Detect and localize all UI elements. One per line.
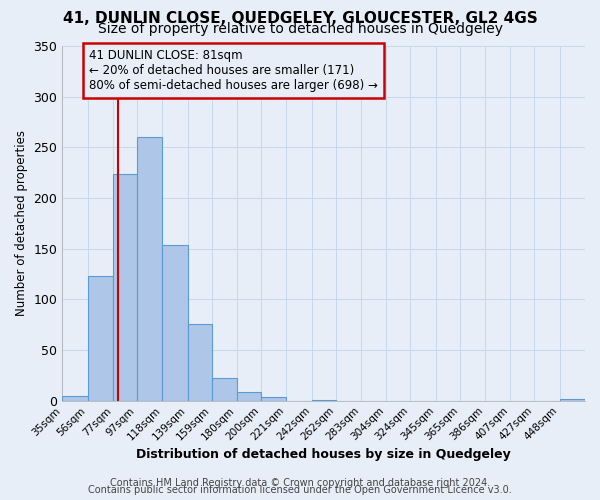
Bar <box>237 392 261 400</box>
Bar <box>560 398 585 400</box>
Bar <box>188 324 212 400</box>
Bar <box>137 137 162 400</box>
Bar <box>62 396 88 400</box>
Bar <box>113 174 137 400</box>
Text: Contains HM Land Registry data © Crown copyright and database right 2024.: Contains HM Land Registry data © Crown c… <box>110 478 490 488</box>
Text: Contains public sector information licensed under the Open Government Licence v3: Contains public sector information licen… <box>88 485 512 495</box>
Bar <box>261 396 286 400</box>
Text: 41, DUNLIN CLOSE, QUEDGELEY, GLOUCESTER, GL2 4GS: 41, DUNLIN CLOSE, QUEDGELEY, GLOUCESTER,… <box>62 11 538 26</box>
Bar <box>212 378 237 400</box>
Bar <box>88 276 113 400</box>
X-axis label: Distribution of detached houses by size in Quedgeley: Distribution of detached houses by size … <box>136 448 511 461</box>
Bar <box>162 244 188 400</box>
Text: 41 DUNLIN CLOSE: 81sqm
← 20% of detached houses are smaller (171)
80% of semi-de: 41 DUNLIN CLOSE: 81sqm ← 20% of detached… <box>89 49 377 92</box>
Text: Size of property relative to detached houses in Quedgeley: Size of property relative to detached ho… <box>97 22 503 36</box>
Y-axis label: Number of detached properties: Number of detached properties <box>15 130 28 316</box>
